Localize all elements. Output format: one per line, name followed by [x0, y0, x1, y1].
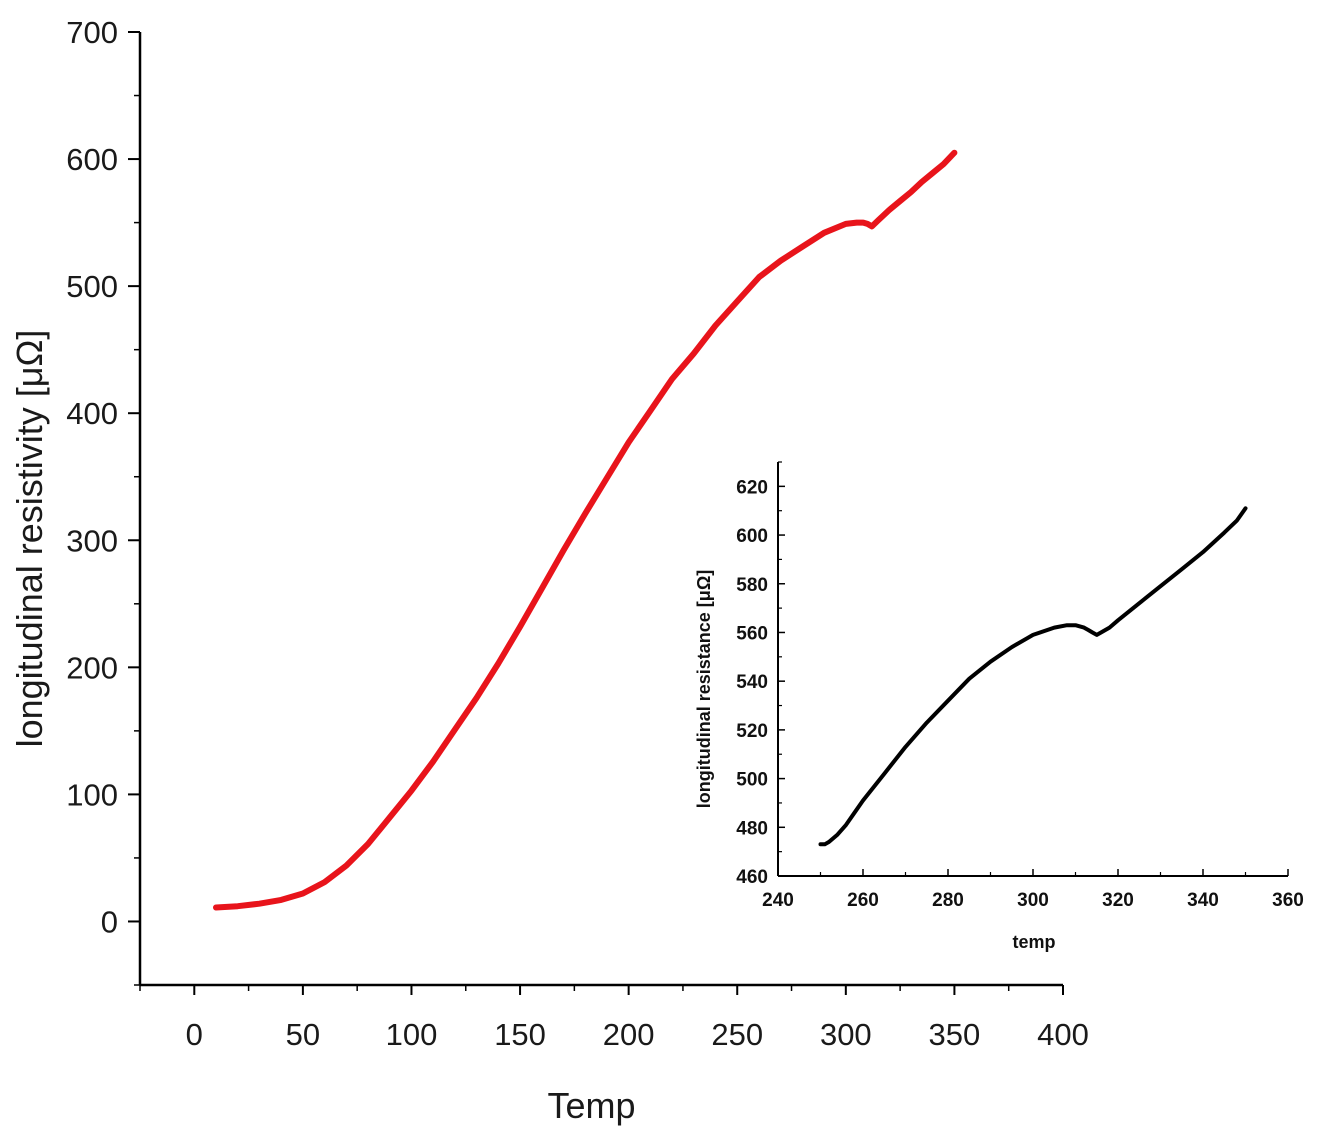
inset-x-tick-label: 320: [1102, 890, 1134, 911]
inset-y-tick-label: 620: [736, 477, 768, 498]
inset-chart: 240 260 280 300 320 340 360 460 480 500 520 540 560…: [680, 440, 1320, 970]
inset-x-ticks: 240 260 280 300 320 340 360: [762, 869, 1304, 911]
main-series-lines: [213, 149, 958, 911]
inset-y-tick-label: 500: [736, 770, 768, 791]
main-y-tick-label: 500: [66, 269, 118, 304]
main-y-tick-label: 300: [66, 523, 118, 558]
inset-y-tick-label: 600: [736, 526, 768, 547]
inset-y-tick-label: 560: [736, 623, 768, 644]
main-x-tick-label: 150: [494, 1017, 546, 1052]
main-y-axis-title: longitudinal resistivity [μΩ]: [9, 330, 50, 748]
main-y-tick-label: 100: [66, 777, 118, 812]
main-x-tick-label: 100: [386, 1017, 438, 1052]
main-x-tick-label: 250: [711, 1017, 763, 1052]
inset-x-tick-label: 240: [762, 890, 794, 911]
inset-background: [680, 440, 1320, 970]
inset-y-axis-title: longitudinal resistance [μΩ]: [694, 570, 714, 808]
inset-x-tick-label: 360: [1272, 890, 1304, 911]
inset-y-tick-label: 540: [736, 672, 768, 693]
inset-y-tick-label: 460: [736, 867, 768, 888]
main-y-tick-label: 200: [66, 650, 118, 685]
inset-y-tick-label: 480: [736, 818, 768, 839]
main-x-axis-title: Temp: [547, 1085, 635, 1126]
main-x-ticks: 0 50 100 150 200 250 300 350 400: [139, 985, 1089, 1052]
inset-series-lines: [818, 506, 1248, 847]
main-y-tick-label: 400: [66, 396, 118, 431]
main-x-tick-label: 300: [820, 1017, 872, 1052]
main-series-line: [213, 149, 958, 911]
inset-y-tick-label: 520: [736, 721, 768, 742]
main-x-tick-label: 350: [929, 1017, 981, 1052]
main-y-tick-label: 700: [66, 15, 118, 50]
main-x-tick-label: 0: [186, 1017, 203, 1052]
main-x-tick-label: 200: [603, 1017, 655, 1052]
main-y-tick-label: 0: [101, 904, 118, 939]
inset-x-tick-label: 300: [1017, 890, 1049, 911]
main-x-tick-label: 400: [1037, 1017, 1089, 1052]
inset-x-tick-label: 280: [932, 890, 964, 911]
main-y-ticks: 0 100 200 300 400 500 600 700: [66, 15, 140, 986]
inset-x-tick-label: 260: [847, 890, 879, 911]
inset-x-axis-title: temp: [1012, 932, 1055, 952]
main-y-tick-label: 600: [66, 142, 118, 177]
inset-series-line: [818, 506, 1248, 847]
main-chart: 0 50 100 150 200 250 300 350 400 0 100 200 300 400 50…: [9, 15, 1089, 1126]
main-x-tick-label: 50: [286, 1017, 320, 1052]
inset-y-ticks: 460 480 500 520 540 560 580 600 620: [736, 461, 785, 888]
inset-x-tick-label: 340: [1187, 890, 1219, 911]
inset-y-tick-label: 580: [736, 575, 768, 596]
